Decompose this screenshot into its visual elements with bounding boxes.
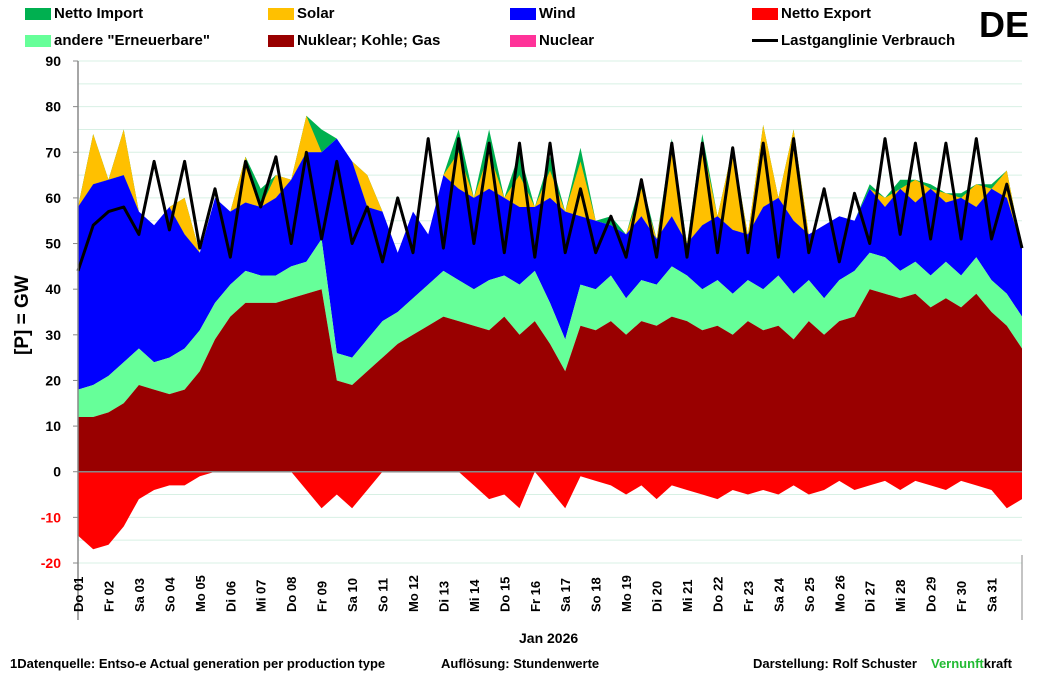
stacked-areas [78,115,1022,550]
area-andere-erneuerbare [78,239,1022,417]
x-tick-label: So 18 [589,577,604,612]
x-tick-label: Do 08 [284,577,299,612]
y-tick-label: 80 [45,99,61,115]
legend-label: Netto Import [54,5,144,22]
legend-label: Nuclear [539,32,595,49]
x-tick-label: Mo 19 [619,575,634,612]
x-tick-label: So 25 [802,577,817,612]
legend-wind: Wind [510,5,576,22]
x-tick-label: Mi 21 [680,579,695,612]
legend-line-swatch [752,39,778,42]
x-tick-label: So 04 [162,577,177,612]
footer-source: 1Datenquelle: Entso-e Actual generation … [10,656,386,671]
y-tick-label: -20 [41,555,61,571]
legend-netto-import: Netto Import [25,5,143,22]
footer-brand: Vernunftkraft [931,656,1012,671]
y-tick-label: 50 [45,236,61,252]
legend-swatch [25,7,51,20]
x-tick-label: Fr 30 [954,581,969,612]
x-tick-label: Fr 02 [102,581,117,612]
country-code: DE [978,4,1029,45]
legend-netto-export: Netto Export [752,5,871,22]
legend-solar: Solar [268,5,335,22]
x-tick-label: Mi 28 [893,579,908,612]
footer-resolution: Auflösung: Stundenwerte [441,656,600,671]
x-tick-label: Fr 16 [528,581,543,612]
x-tick-label: Di 27 [863,581,878,612]
legend-andere-erneuerbare: andere "Erneuerbare" [25,32,210,49]
area-nuklear-kohle-gas [78,289,1022,472]
legend-swatch [510,34,536,47]
x-tick-label: Do 01 [71,577,86,612]
legend-label: andere "Erneuerbare" [54,32,210,49]
y-tick-label: 90 [45,53,61,69]
load-line [76,137,1024,272]
x-tick-label: Fr 23 [741,581,756,612]
axes [73,60,1023,620]
x-tick-label: Mo 05 [193,575,208,612]
legend-nuklear-kohle-gas: Nuklear; Kohle; Gas [268,32,440,49]
x-tick-label: Sa 24 [771,577,786,612]
legend-label: Wind [539,5,576,22]
legend-label: Lastganglinie Verbrauch [781,32,956,49]
area-solar [78,115,1022,253]
x-tick-label: Sa 10 [345,578,360,612]
legend-swatch [268,7,294,20]
x-tick-label: Sa 17 [558,578,573,612]
legend-nuclear: Nuclear [510,32,594,49]
x-tick-label: Mo 26 [832,575,847,612]
x-tick-label: Fr 09 [315,581,330,612]
legend-label: Solar [297,5,335,22]
y-tick-labels: -20 -10 0 10 20 30 40 50 60 70 80 90 [41,53,61,571]
x-tick-label: Do 15 [497,577,512,612]
brand-green-part: Vernunft [931,656,984,671]
y-tick-label: -10 [41,509,61,525]
y-tick-label: 20 [45,372,61,388]
y-tick-label: 0 [53,464,61,480]
legend-swatch [510,7,536,20]
legend-swatch [268,34,294,47]
legend-label: Nuklear; Kohle; Gas [297,32,441,49]
y-tick-label: 40 [45,281,61,297]
x-tick-label: Sa 03 [132,578,147,612]
brand-black-part: kraft [983,656,1012,671]
legend-lastganglinie: Lastganglinie Verbrauch [752,32,955,49]
x-tick-label: Di 06 [223,581,238,612]
area-netto-export [78,471,1022,550]
legend-swatch [25,34,51,47]
x-tick-label: Mi 07 [254,579,269,612]
legend-swatch [752,7,778,20]
footer-author: Darstellung: Rolf Schuster [753,656,917,671]
x-tick-label: Do 29 [924,577,939,612]
legend-label: Netto Export [781,5,871,22]
y-tick-label: 70 [45,144,61,160]
x-tick-label: Di 20 [650,581,665,612]
load-line-layer [76,137,1024,272]
x-tick-label: So 11 [376,578,391,612]
y-tick-label: 60 [45,190,61,206]
y-axis-label: [P] = GW [12,275,33,355]
x-tick-label: Sa 31 [985,578,1000,612]
x-tick-labels: Do 01 Fr 02 Sa 03 So 04 Mo 05 Di 06 Mi 07 Do 08… [71,575,1000,612]
y-tick-label: 10 [45,418,61,434]
x-tick-label: Do 22 [711,577,726,612]
x-tick-label: Mo 12 [406,575,421,612]
x-tick-label: Mi 14 [467,579,482,612]
y-tick-label: 30 [45,327,61,343]
x-axis-label: Jan 2026 [519,630,578,646]
x-tick-label: Di 13 [436,581,451,612]
